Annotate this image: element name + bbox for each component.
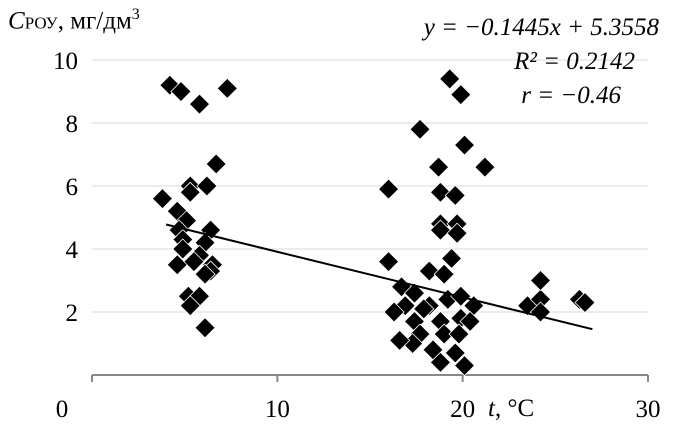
data-point — [440, 247, 463, 270]
data-point — [439, 68, 461, 90]
data-point — [418, 260, 440, 282]
x-tick-label: 20 — [450, 396, 475, 423]
r-squared: R² = 0.2142 — [514, 48, 635, 75]
data-point — [453, 354, 476, 377]
data-point — [450, 84, 472, 106]
data-point — [453, 134, 476, 156]
data-point — [444, 342, 466, 364]
x-tick-label: 10 — [265, 396, 290, 423]
data-point — [205, 153, 227, 175]
data-point — [403, 282, 426, 304]
x-tick-label: 30 — [636, 396, 661, 423]
data-point — [170, 80, 192, 103]
data-point — [574, 291, 596, 314]
y-tick-label: 4 — [66, 237, 79, 264]
y-axis-label: CРОУ, мг/дм3 — [8, 6, 140, 35]
data-point — [446, 222, 468, 244]
y-tick-label: 6 — [66, 174, 79, 201]
data-point — [383, 301, 405, 323]
data-point — [389, 329, 411, 351]
y-tick-label: 2 — [66, 300, 79, 327]
data-point — [529, 269, 552, 292]
data-point — [429, 351, 451, 373]
data-point — [433, 263, 455, 285]
data-point — [377, 178, 400, 200]
data-point — [409, 118, 431, 140]
y-label-units: , мг/дм — [57, 7, 132, 35]
y-tick-label: 8 — [66, 111, 79, 138]
regression-equation: y = −0.1445x + 5.3558 — [423, 14, 659, 41]
x-tick-label: 0 — [56, 396, 69, 423]
data-point — [428, 156, 450, 178]
correlation-r: r = −0.46 — [521, 82, 621, 109]
y-tick-label: 10 — [53, 48, 78, 75]
x-label-units: , °C — [494, 395, 535, 422]
data-point — [429, 219, 451, 241]
data-point — [444, 184, 466, 207]
data-point — [179, 181, 201, 203]
x-label-symbol: t — [488, 395, 495, 422]
data-point — [194, 263, 216, 285]
data-point — [188, 93, 211, 115]
data-point — [459, 310, 481, 333]
data-point — [179, 295, 201, 317]
y-label-sup: 3 — [131, 6, 140, 23]
data-point — [151, 188, 173, 210]
y-label-symbol: C — [8, 7, 25, 35]
data-point — [474, 156, 496, 178]
data-point — [216, 77, 238, 99]
data-point — [377, 251, 400, 273]
data-point — [433, 323, 455, 345]
data-point — [183, 251, 205, 273]
y-label-subscript: РОУ — [24, 13, 58, 33]
x-axis-label: t, °C — [488, 395, 534, 423]
data-point — [196, 175, 218, 197]
data-point — [172, 238, 194, 260]
data-point — [194, 317, 216, 339]
trendline — [165, 223, 593, 331]
data-point — [448, 323, 470, 345]
data-point — [413, 298, 435, 320]
data-point — [429, 181, 451, 203]
